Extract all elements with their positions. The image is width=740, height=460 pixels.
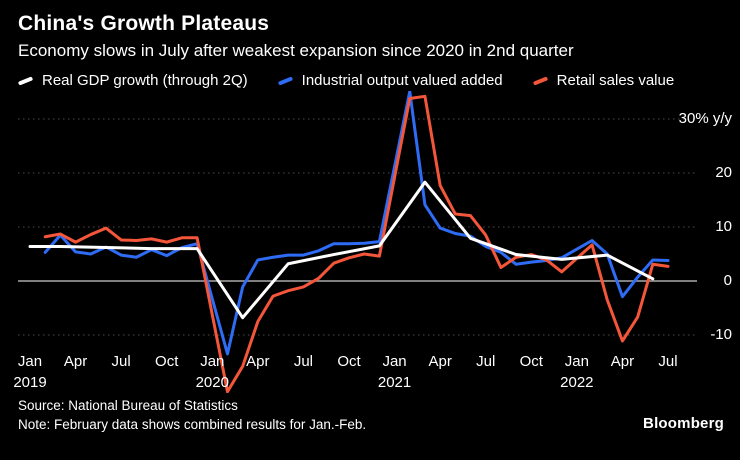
x-tick-label: Jul [476,353,496,370]
series-line-1 [43,91,670,356]
legend: Real GDP growth (through 2Q) Industrial … [0,72,740,89]
retail-sales-line-marker-icon [532,75,548,86]
x-tick-label: Apr [610,353,635,370]
gdp-line-marker-icon [17,75,34,86]
x-tick-label: Jan 2022 [560,353,594,391]
x-tick-label: Oct [155,353,179,370]
y-tick-label: 0 [723,272,732,289]
source-text: Source: National Bureau of Statistics [18,398,238,413]
y-tick-label: 30% y/y [678,110,732,127]
industrial-output-line-marker-icon [277,75,293,86]
x-tick-label: Jan 2019 [13,353,47,391]
legend-label-industrial-output: Industrial output valued added [301,72,503,89]
legend-item-retail-sales: Retail sales value [532,72,675,89]
legend-label-retail-sales: Retail sales value [556,72,675,89]
plot-area: 30% y/y 20 10 0 -10 Jan 2019 Apr Jul Oct Jan 2020 A… [0,91,740,393]
chart-footer: Source: National Bureau of Statistics No… [0,393,740,434]
x-tick-label: Jan 2020 [195,353,229,391]
x-tick-label: Apr [246,353,270,370]
chart-header: China's Growth Plateaus Economy slows in… [0,0,740,61]
series-line-0 [28,180,655,320]
chart-title: China's Growth Plateaus [18,12,270,35]
y-tick-label: 10 [715,218,732,235]
y-tick-label: 20 [715,164,732,181]
chart-subtitle: Economy slows in July after weakest expa… [18,41,574,60]
legend-label-gdp: Real GDP growth (through 2Q) [42,72,248,89]
series-line-2 [43,94,670,393]
x-tick-label: Apr [63,353,88,370]
x-tick-label: Jul [658,353,678,370]
x-tick-label: Oct [519,353,543,370]
legend-item-gdp: Real GDP growth (through 2Q) [17,72,248,89]
y-tick-label: -10 [710,326,732,343]
bloomberg-logo: Bloomberg [643,415,724,432]
x-tick-label: Oct [337,353,361,370]
x-tick-label: Jul [111,353,131,370]
note-text: Note: February data shows combined resul… [18,416,367,432]
x-tick-label: Jul [293,353,314,370]
x-tick-label: Jan 2021 [377,353,412,391]
chart-canvas [18,91,697,393]
legend-item-industrial-output: Industrial output valued added [277,72,503,89]
x-tick-label: Apr [428,353,452,370]
